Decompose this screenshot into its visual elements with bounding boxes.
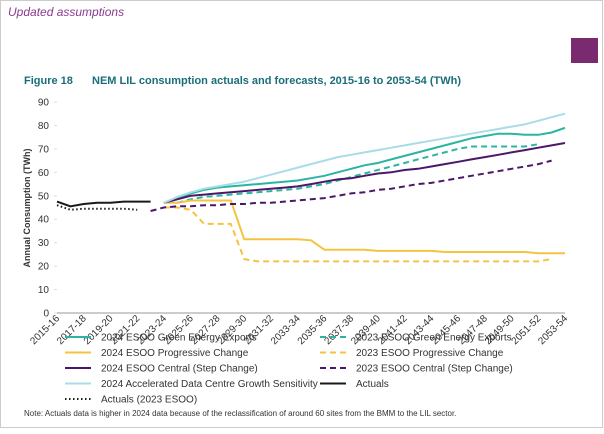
y-tick-label: 30 [38,238,50,249]
legend-label: 2024 ESOO Central (Step Change) [101,364,258,375]
legend-label: 2024 ESOO Green Energy Exports [101,333,257,344]
chart-title: NEM LIL consumption actuals and forecast… [92,75,461,87]
header: Updated assumptions [8,5,124,19]
series-line [56,200,151,208]
series-line [163,112,566,204]
legend-label: 2023 ESOO Green Energy Exports [356,333,512,344]
series-line [56,204,138,211]
note: Note: Actuals data is higher in 2024 dat… [24,409,456,418]
y-tick-label: 50 [38,191,50,202]
y-tick-label: 80 [38,121,50,132]
series-line [163,199,565,255]
y-tick-label: 10 [38,285,50,296]
y-tick-label: 0 [43,309,49,320]
series-line [163,142,566,204]
legend-label: 2023 ESOO Progressive Change [356,348,504,359]
y-tick-label: 90 [38,98,50,109]
y-tick-label: 60 [38,168,50,179]
y-axis-label: Annual Consumption (TWh) [22,149,32,268]
legend-label: 2023 ESOO Central (Step Change) [356,364,513,375]
series-line [150,159,552,212]
series-line [163,206,552,263]
series-line [163,126,566,204]
y-tick-label: 70 [38,144,50,155]
legend-label: 2024 Accelerated Data Centre Growth Sens… [101,379,318,390]
legend-label: 2024 ESOO Progressive Change [101,348,249,359]
corner-tab [571,38,598,63]
figure-label: Figure 18 [24,75,73,87]
y-tick-label: 40 [38,215,50,226]
legend-label: Actuals (2023 ESOO) [101,395,197,406]
legend-label: Actuals [356,379,389,390]
series-line [177,143,539,204]
y-tick-label: 20 [38,262,50,273]
